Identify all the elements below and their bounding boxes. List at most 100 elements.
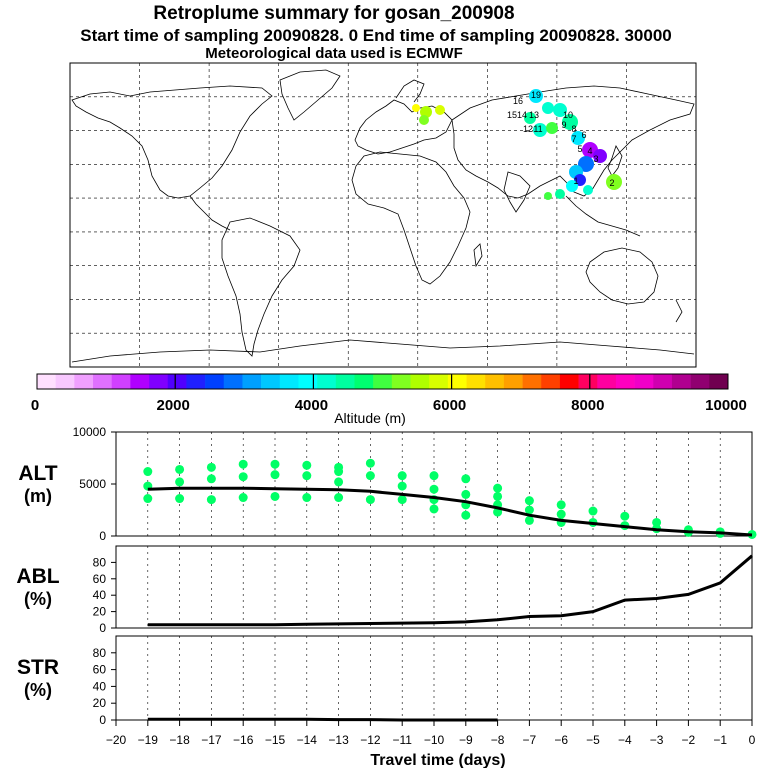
coast-madagascar <box>473 243 483 268</box>
y-tick-label: 0 <box>99 621 106 635</box>
percent-line <box>147 554 753 627</box>
altitude-point <box>429 471 439 481</box>
plume-day-label: 7 <box>571 134 576 144</box>
plume-day-label: 10 <box>563 110 573 120</box>
chart-title: Retroplume summary for gosan_200908 <box>153 3 515 24</box>
plume-marker <box>544 192 552 200</box>
panel-unit: (%) <box>24 589 52 609</box>
plume-marker <box>419 115 429 125</box>
y-tick-label: 5000 <box>79 477 106 491</box>
coast-central-america <box>189 195 231 231</box>
colorbar-label: Altitude (m) <box>334 410 406 426</box>
y-tick-label: 20 <box>93 605 107 619</box>
colorbar-swatch <box>130 374 150 389</box>
colorbar-tick-label: 4000 <box>295 397 328 414</box>
altitude-point <box>556 500 566 510</box>
x-tick-label: −20 <box>106 733 127 747</box>
altitude-point <box>524 515 534 525</box>
colorbar-swatch <box>74 374 94 389</box>
altitude-point <box>397 495 407 505</box>
colorbar-swatch <box>242 374 262 389</box>
colorbar-swatch <box>261 374 281 389</box>
colorbar-swatch <box>653 374 673 389</box>
plume-marker <box>546 122 558 134</box>
plume-day-label: 14 <box>517 110 527 120</box>
y-tick-label: 20 <box>93 696 107 710</box>
altitude-point <box>493 483 503 493</box>
coast-africa <box>351 151 471 285</box>
altitude-point <box>334 477 344 487</box>
altitude-point <box>652 517 662 527</box>
plume-day-label: 6 <box>581 130 586 140</box>
colorbar-swatch <box>167 374 187 389</box>
x-tick-label: 0 <box>749 733 756 747</box>
altitude-point <box>270 470 280 480</box>
world-map: 19 16 15 14 13 12 11 109 87 6 5 43 2 1 <box>69 62 697 368</box>
altitude-point <box>238 459 248 469</box>
x-tick-label: −19 <box>138 733 159 747</box>
x-tick-label: −10 <box>424 733 445 747</box>
colorbar-frame <box>36 373 729 390</box>
panel-unit: (m) <box>24 486 52 506</box>
plume-marker <box>542 102 554 114</box>
colorbar-tick-label: 8000 <box>571 397 604 414</box>
colorbar-swatch <box>671 374 691 389</box>
colorbar-swatch <box>597 374 617 389</box>
altitude-point <box>270 459 280 469</box>
travel-time-axis: −20 −19 −18 −17 −16 −15 −14 −13 −12 −11 −10 −9 −8 −7−… <box>106 720 756 747</box>
altitude-point <box>334 493 344 503</box>
colorbar-swatch <box>37 374 56 389</box>
coast-asia <box>451 85 695 199</box>
y-tick-label: 40 <box>93 679 107 693</box>
altitude-point <box>620 511 630 521</box>
altitude-point <box>365 471 375 481</box>
colorbar-swatch <box>522 374 542 389</box>
panel-label: ALT <box>18 462 57 485</box>
altitude-point <box>334 467 344 477</box>
plume-day-label: 4 <box>587 146 592 156</box>
panel-0: 10000 5000 0 ALT(m) <box>18 425 757 543</box>
x-tick-label: −12 <box>360 733 381 747</box>
plume-day-label: 15 <box>507 110 517 120</box>
y-tick-label: 80 <box>93 555 107 569</box>
colorbar-swatch <box>503 374 523 389</box>
plume-day-label: 19 <box>531 90 541 100</box>
y-tick-label: 40 <box>93 588 107 602</box>
coast-new-zealand <box>675 299 683 323</box>
plume-day-label: 13 <box>529 110 539 120</box>
panel-1: 80 60 40 20 0 ABL(%) <box>16 545 753 635</box>
colorbar-swatch <box>615 374 635 389</box>
altitude-point <box>461 489 471 499</box>
x-tick-label: −2 <box>682 733 696 747</box>
x-tick-label: −1 <box>713 733 727 747</box>
plume-marker <box>566 180 578 192</box>
coast-australia <box>585 247 659 305</box>
plume-marker <box>412 104 420 112</box>
altitude-point <box>302 493 312 503</box>
y-tick-label: 0 <box>99 713 106 727</box>
plume-day-label: 9 <box>561 120 566 130</box>
altitude-point <box>206 474 216 484</box>
colorbar-swatch <box>335 374 355 389</box>
colorbar-swatch <box>55 374 75 389</box>
coastlines <box>71 69 695 363</box>
coast-greenland <box>279 69 341 121</box>
altitude-point <box>175 464 185 474</box>
x-tick-label: −3 <box>650 733 664 747</box>
colorbar-swatch <box>223 374 243 389</box>
x-tick-label: −17 <box>201 733 222 747</box>
colorbar-swatch <box>559 374 579 389</box>
y-tick-label: 80 <box>93 646 107 660</box>
coast-scandinavia <box>395 79 425 103</box>
x-tick-label: −13 <box>328 733 349 747</box>
panel-unit: (%) <box>24 680 52 700</box>
sampling-time-subtitle: Start time of sampling 20090828. 0 End t… <box>80 26 672 45</box>
plume-day-label: 8 <box>571 124 576 134</box>
colorbar-tick-label: 0 <box>31 397 39 414</box>
y-tick-label: 60 <box>93 572 107 586</box>
colorbar-swatch <box>373 374 393 389</box>
colorbar-swatch <box>541 374 561 389</box>
altitude-point <box>238 472 248 482</box>
plume-day-label: 12 <box>523 124 533 134</box>
